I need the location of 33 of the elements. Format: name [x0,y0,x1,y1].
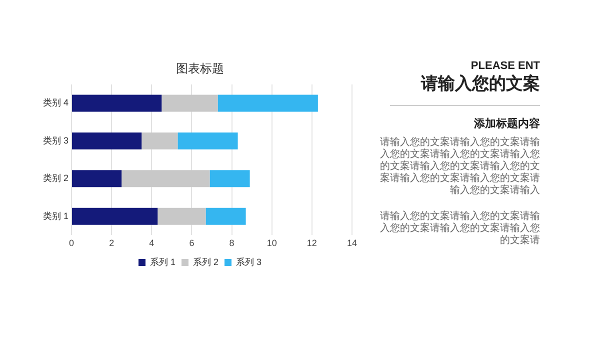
y-tick-label: 类别 2 [42,173,69,184]
x-tick-label: 10 [266,238,277,248]
bar [72,208,158,225]
bar [218,94,318,112]
x-tick-label: 12 [306,238,317,248]
text: 请输入您的文案请输入您的文案请输入您的文案请输入您的文案请输入您的文案请 [380,211,540,247]
bar [162,94,218,112]
bar [72,94,162,112]
y-tick-label: 类别 1 [42,210,69,221]
bar [72,132,142,150]
x-tick-label: 14 [346,238,357,248]
x-tick-label: 6 [189,238,194,248]
bar [158,208,206,225]
x-tick-label: 0 [69,238,74,248]
bar [122,170,210,188]
bar [206,208,246,225]
bar [72,170,122,188]
legend-label: 系列 1 [150,256,176,267]
bar [178,132,238,150]
y-tick-label: 类别 3 [42,135,69,146]
x-tick-label: 4 [149,238,154,248]
text: PLEASE ENT [470,60,540,72]
text: 请输入您的文案 [420,73,540,95]
bar [210,170,250,188]
x-tick-label: 8 [229,238,234,248]
x-tick-label: 2 [109,238,114,248]
text: 添加标题内容 [473,116,540,131]
chart-title: 图表标题 [176,62,224,76]
bar [142,132,178,150]
y-tick-label: 类别 4 [42,98,69,108]
legend-label: 系列 3 [236,256,262,267]
text: 请输入您的文案请输入您的文案请输入您的文案请输入您的文案请输入您的文案请输入您的文案请输入您的文案请输入您的文案请输入您的文案请输入您的文案请输入 [380,137,540,197]
legend-label: 系列 2 [192,256,219,267]
